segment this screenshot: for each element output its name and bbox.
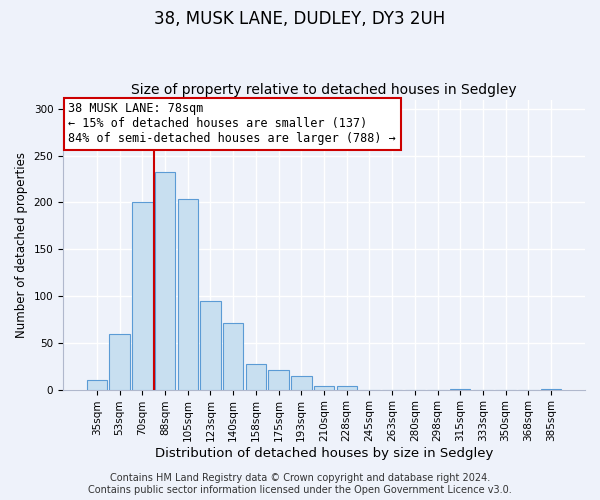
Bar: [268, 370, 289, 390]
X-axis label: Distribution of detached houses by size in Sedgley: Distribution of detached houses by size …: [155, 447, 493, 460]
Bar: [132, 202, 152, 390]
Bar: [155, 172, 175, 390]
Bar: [87, 380, 107, 390]
Bar: [314, 386, 334, 390]
Bar: [200, 300, 221, 390]
Bar: [245, 364, 266, 390]
Title: Size of property relative to detached houses in Sedgley: Size of property relative to detached ho…: [131, 83, 517, 97]
Text: 38, MUSK LANE, DUDLEY, DY3 2UH: 38, MUSK LANE, DUDLEY, DY3 2UH: [154, 10, 446, 28]
Bar: [541, 388, 561, 390]
Bar: [337, 386, 357, 390]
Text: 38 MUSK LANE: 78sqm
← 15% of detached houses are smaller (137)
84% of semi-detac: 38 MUSK LANE: 78sqm ← 15% of detached ho…: [68, 102, 396, 146]
Y-axis label: Number of detached properties: Number of detached properties: [15, 152, 28, 338]
Bar: [109, 334, 130, 390]
Bar: [450, 388, 470, 390]
Bar: [291, 376, 311, 390]
Bar: [223, 323, 244, 390]
Text: Contains HM Land Registry data © Crown copyright and database right 2024.
Contai: Contains HM Land Registry data © Crown c…: [88, 474, 512, 495]
Bar: [178, 198, 198, 390]
